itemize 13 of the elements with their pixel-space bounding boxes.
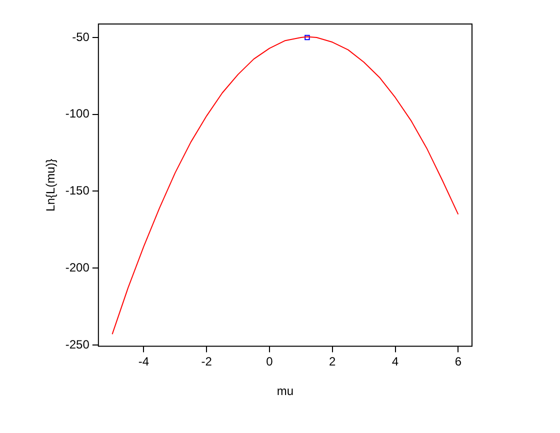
y-tick-label: -100 xyxy=(65,106,90,121)
x-tick-label: 4 xyxy=(392,354,399,369)
x-tick-label: 6 xyxy=(454,354,462,369)
y-tick-label: -250 xyxy=(65,337,90,352)
x-tick-label: 2 xyxy=(329,354,336,369)
x-axis-title: mu xyxy=(276,384,294,398)
x-tick-label: -2 xyxy=(201,354,212,369)
x-tick-label: 0 xyxy=(266,354,274,369)
y-axis-title: Ln{L(mu)} xyxy=(44,158,58,212)
y-tick-label: -50 xyxy=(72,30,90,44)
x-tick-label: -4 xyxy=(138,354,150,369)
y-tick-label: -150 xyxy=(65,184,90,198)
y-tick-label: -200 xyxy=(65,260,90,274)
